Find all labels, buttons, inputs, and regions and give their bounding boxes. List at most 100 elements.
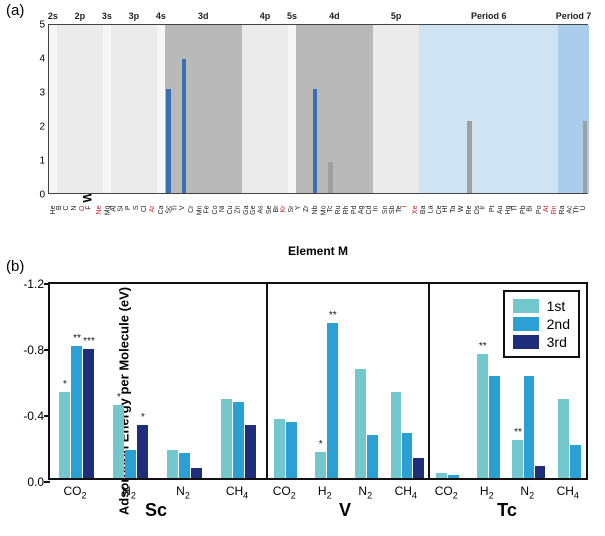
element-label: Ru xyxy=(335,206,342,215)
element-label: Br xyxy=(273,206,280,213)
ytick-a: 3 xyxy=(39,88,49,99)
element-label: Hf xyxy=(442,206,449,213)
region-label: 4p xyxy=(260,11,271,21)
segment-title-Sc: Sc xyxy=(145,500,167,521)
segment-divider xyxy=(266,284,268,478)
ytick-a: 0 xyxy=(39,190,49,201)
molecule-label: H2 xyxy=(122,484,136,500)
star-annotation: ** xyxy=(329,310,337,321)
element-label: Al xyxy=(110,206,117,212)
segment-title-Tc: Tc xyxy=(497,500,517,521)
bar-Tc-N2-3rd xyxy=(535,466,545,478)
region-3s xyxy=(103,25,111,193)
bar-Sc-N2-1st xyxy=(167,450,178,478)
element-label: Po xyxy=(536,206,543,215)
bar-Tc-H2-2nd xyxy=(489,376,500,478)
element-label: Ti xyxy=(172,206,179,212)
region-label: 5s xyxy=(287,11,297,21)
element-label: Nb xyxy=(312,206,319,215)
element-label: Ir xyxy=(479,206,486,210)
element-label: Co xyxy=(212,206,219,215)
bar-Re xyxy=(467,121,472,193)
region-2s xyxy=(49,25,57,193)
molecule-label: CO2 xyxy=(435,484,458,500)
region-2p xyxy=(57,25,103,193)
bar-Sc xyxy=(166,89,171,193)
plot-area-b: 0.0-0.4-0.8-1.2***************1st2nd3rd xyxy=(48,282,588,480)
element-label: Re xyxy=(466,206,473,215)
ytick-a: 2 xyxy=(39,122,49,133)
star-annotation: * xyxy=(63,379,67,390)
bar-V-CH4-1st xyxy=(391,392,401,478)
bar-Sc-N2-3rd xyxy=(191,468,202,478)
star-annotation: * xyxy=(319,439,323,450)
element-label: I xyxy=(401,206,408,208)
element-label: Rn xyxy=(551,206,558,215)
legend-swatch xyxy=(513,335,539,349)
element-label: Tl xyxy=(511,206,518,212)
region-3d xyxy=(165,25,242,193)
molecule-label: CH4 xyxy=(557,484,579,500)
legend: 1st2nd3rd xyxy=(503,290,580,358)
element-label: Se xyxy=(266,206,273,215)
molecule-label: N2 xyxy=(176,484,190,500)
element-label: Xe xyxy=(412,206,419,215)
element-label: Ca xyxy=(158,206,165,215)
bar-V-H2-2nd xyxy=(327,323,338,478)
region-4p xyxy=(242,25,288,193)
bar-V-CH4-3rd xyxy=(413,458,423,478)
region-label: 3d xyxy=(198,11,209,21)
region-label: 3s xyxy=(102,11,112,21)
figure: (a) Working Capacity (mmol/g) 2s2p3s3p4s… xyxy=(0,0,605,536)
star-annotation: ** xyxy=(73,333,81,344)
element-label: V xyxy=(179,206,186,211)
bar-V xyxy=(182,59,187,193)
ytick-a: 4 xyxy=(39,54,49,65)
bar-Sc-CO2-1st xyxy=(59,392,70,478)
region-5p xyxy=(373,25,419,193)
element-label: Ga xyxy=(243,206,250,215)
molecule-label: CO2 xyxy=(63,484,86,500)
bar-Nb xyxy=(313,89,318,193)
bar-Sc-H2-1st xyxy=(113,405,124,478)
ytick-a: 5 xyxy=(39,20,49,31)
region-3p xyxy=(111,25,157,193)
molecule-label: N2 xyxy=(358,484,372,500)
element-label: Cr xyxy=(188,206,195,213)
molecule-label: CO2 xyxy=(273,484,296,500)
element-label: As xyxy=(258,206,265,214)
ytick-mark xyxy=(44,283,50,285)
element-label: Ag xyxy=(358,206,365,215)
element-label: Cu xyxy=(227,206,234,215)
star-annotation: ** xyxy=(514,427,522,438)
panel-b-label: (b) xyxy=(6,258,24,275)
element-label: In xyxy=(372,206,379,212)
segment-title-V: V xyxy=(339,500,351,521)
bar-Tc-CO2-1st xyxy=(436,473,447,478)
element-label: Ac xyxy=(566,206,573,214)
bar-V-CO2-2nd xyxy=(286,422,297,478)
element-label: P xyxy=(125,206,132,211)
element-label: S xyxy=(133,206,140,211)
bar-V-N2-1st xyxy=(355,369,366,478)
star-annotation: * xyxy=(141,412,145,423)
star-annotation: *** xyxy=(83,336,95,347)
legend-swatch xyxy=(513,299,539,313)
element-label: La xyxy=(427,206,434,214)
region-label: Period 6 xyxy=(471,11,507,21)
plot-area-a: 2s2p3s3p4s3d4p5s4d5pPeriod 6Period 70123… xyxy=(48,24,588,194)
bar-Sc-CO2-3rd xyxy=(83,349,94,478)
element-label: Ar xyxy=(149,206,156,213)
legend-label: 3rd xyxy=(547,334,567,350)
region-label: 4s xyxy=(156,11,166,21)
bar-V-CO2-1st xyxy=(274,419,285,478)
segment-divider xyxy=(428,284,430,478)
region-label: 5p xyxy=(391,11,402,21)
region-4s xyxy=(157,25,165,193)
element-label: Ta xyxy=(450,206,457,213)
element-label: Ra xyxy=(559,206,566,215)
bar-Tc-N2-1st xyxy=(512,440,522,478)
element-label: F xyxy=(86,206,93,210)
bar-V-H2-1st xyxy=(315,452,326,478)
ytick-a: 1 xyxy=(39,156,49,167)
